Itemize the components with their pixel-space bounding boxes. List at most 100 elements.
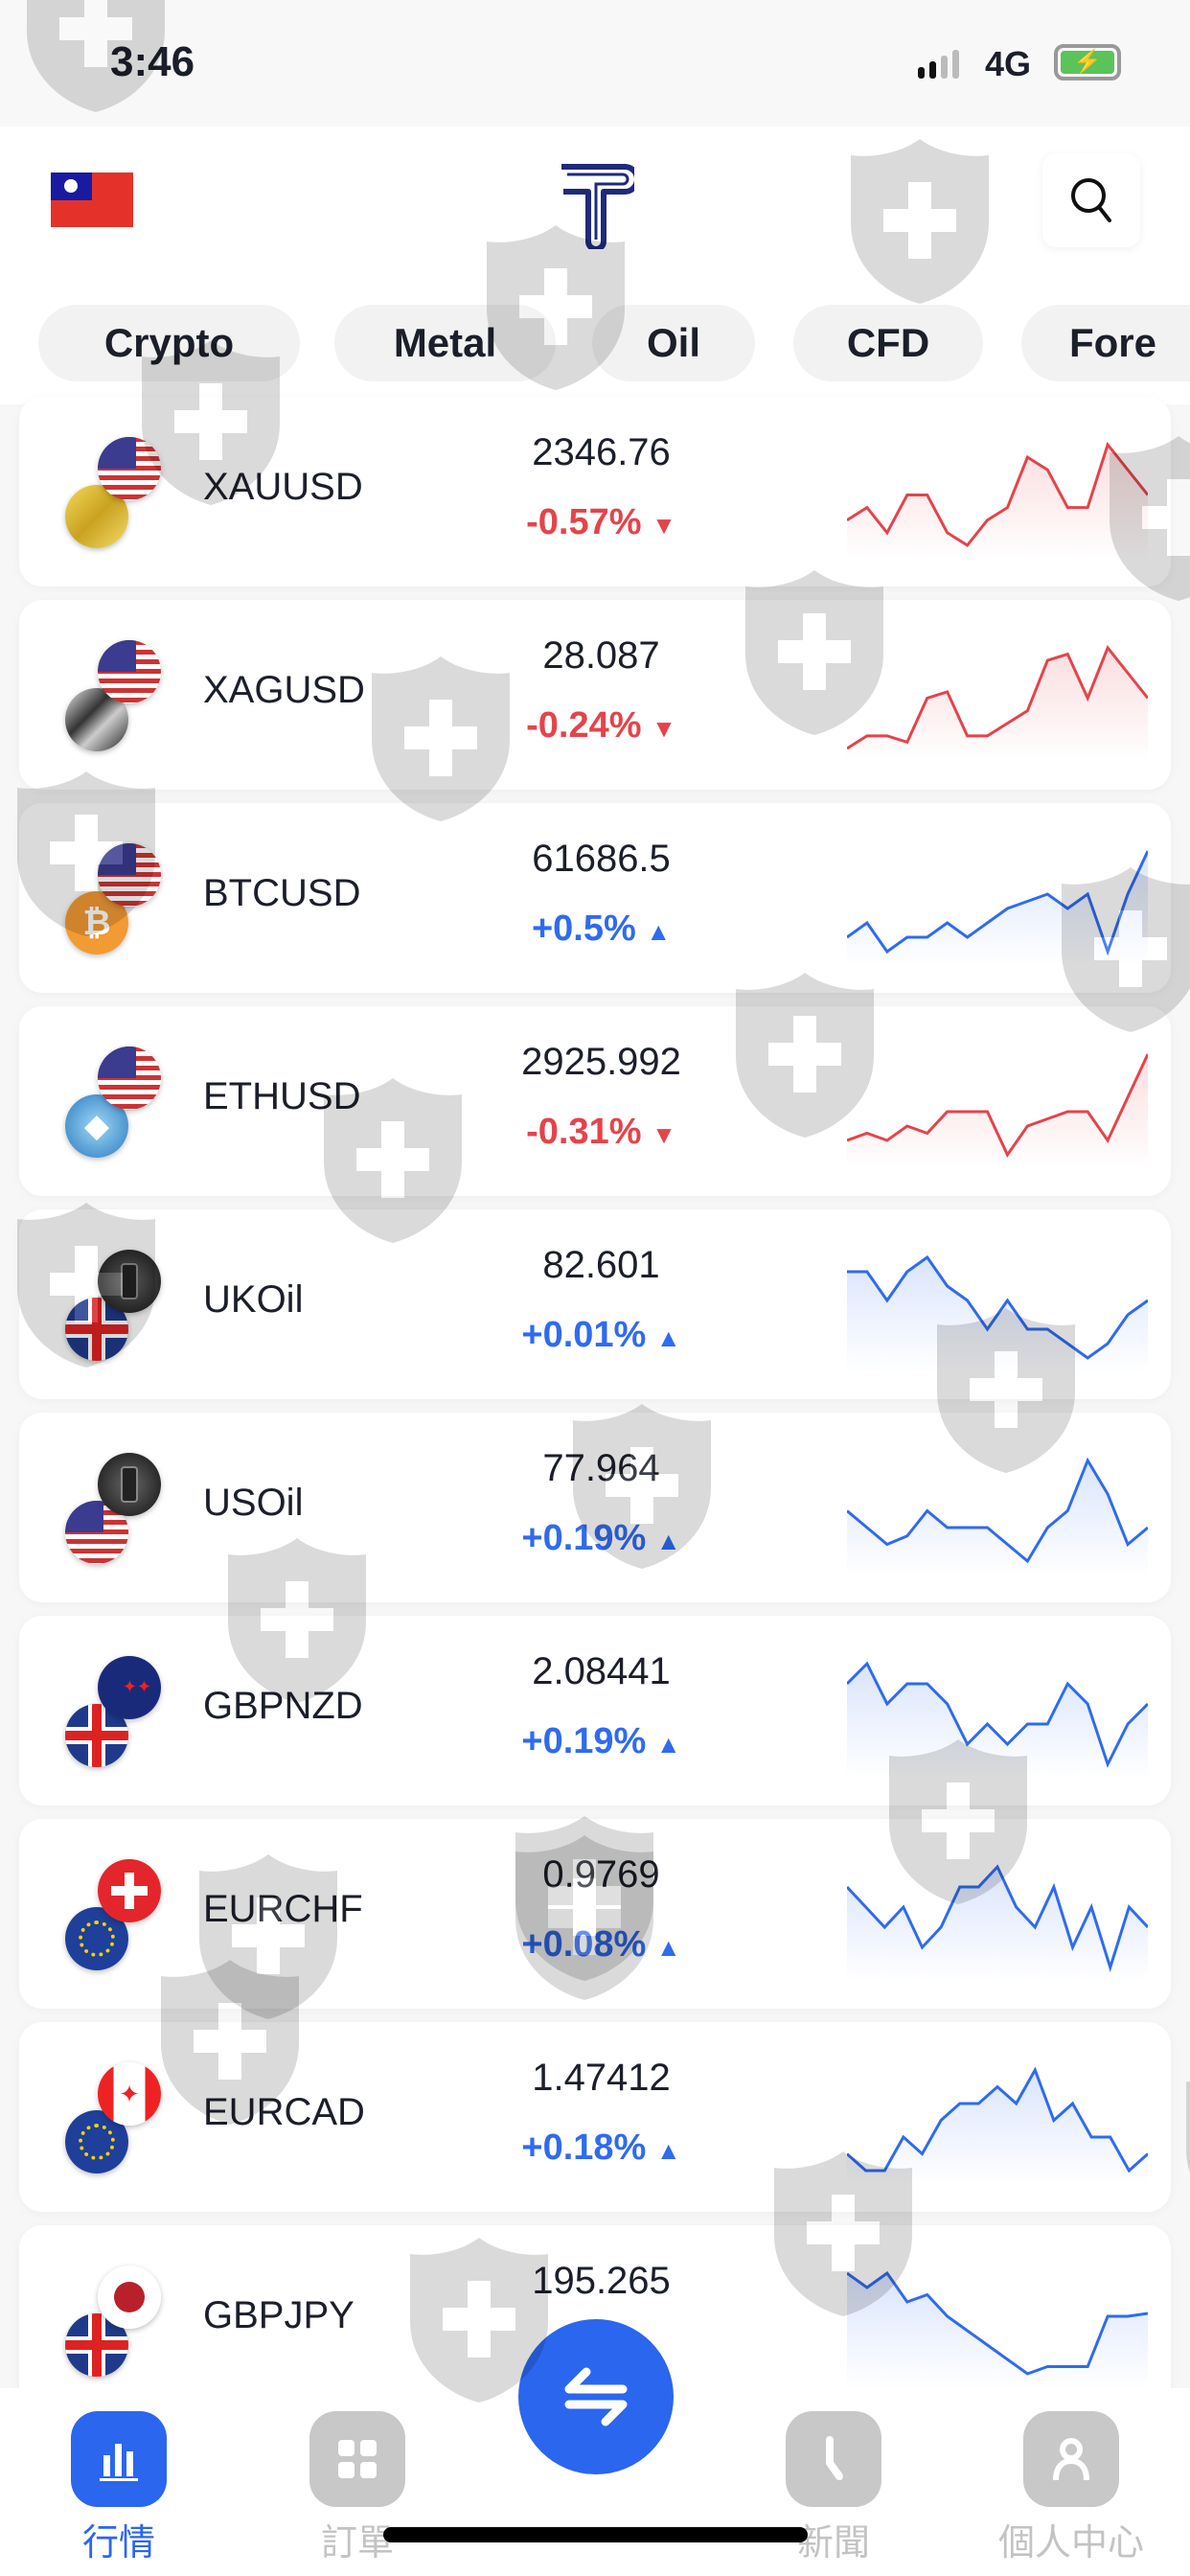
us-flag-icon (98, 640, 161, 703)
uk-flag-icon (65, 1298, 128, 1361)
nav-market-label[interactable]: 行情 (81, 2523, 155, 2564)
change-value: +0.08% (521, 1924, 647, 1965)
oil-barrel-icon (98, 1250, 161, 1313)
change-percent: -0.24% ▼ (469, 705, 733, 747)
change-percent: -0.31% ▼ (469, 1112, 733, 1153)
sparkline-chart (847, 2066, 1148, 2185)
quote-row[interactable]: ₿ BTCUSD 61686.5 +0.5% ▲ (19, 803, 1171, 993)
chart-bar-icon (100, 2444, 138, 2481)
arrow-down-icon: ▼ (652, 714, 676, 743)
quote-row[interactable]: USOil 77.964 +0.19% ▲ (19, 1413, 1171, 1602)
symbol: EURCAD (203, 2091, 365, 2133)
quote-row[interactable]: ✦✦ GBPNZD 2.08441 +0.19% ▲ (19, 1616, 1171, 1806)
sparkline-chart (847, 1053, 1148, 1169)
network-type: 4G (985, 44, 1032, 83)
arrow-up-icon: ▲ (646, 917, 672, 946)
symbol: XAUUSD (203, 466, 363, 508)
trade-fab-button[interactable] (518, 2319, 674, 2474)
nav-market-button[interactable] (71, 2411, 167, 2507)
search-icon (1071, 178, 1111, 222)
sparkline-chart (847, 441, 1148, 560)
arrow-up-icon: ▲ (655, 1730, 681, 1759)
sparkline-chart (847, 1457, 1148, 1576)
change-percent: +0.18% ▲ (469, 2128, 733, 2169)
tab-metal[interactable]: Metal (334, 305, 556, 381)
nav-news-label[interactable]: 新聞 (796, 2523, 870, 2564)
user-icon (1053, 2438, 1089, 2481)
arrow-up-icon: ▲ (655, 1323, 681, 1352)
change-percent: +0.01% ▲ (469, 1315, 733, 1356)
sparkline-line (847, 1661, 1148, 1768)
sparkline-chart (847, 850, 1148, 966)
quote-row[interactable]: ✦ EURCAD 1.47412 +0.18% ▲ (19, 2022, 1171, 2212)
grid-icon (338, 2440, 377, 2478)
tab-forex[interactable]: Fore (1021, 305, 1190, 381)
symbol: BTCUSD (203, 872, 361, 914)
sparkline-area (847, 1460, 1148, 1576)
change-value: -0.31% (526, 1112, 642, 1152)
sparkline-area (847, 2273, 1148, 2388)
symbol: GBPJPY (203, 2294, 355, 2336)
nav-news-button[interactable] (786, 2411, 881, 2507)
quote-row[interactable]: UKOil 82.601 +0.01% ▲ (19, 1209, 1171, 1399)
price: 82.601 (542, 1244, 660, 1286)
sparkline-area (847, 445, 1148, 560)
canada-flag-icon: ✦ (98, 2062, 161, 2126)
watermark-shield-icon (1186, 2082, 1190, 2173)
change-value: +0.19% (521, 1721, 647, 1761)
nav-orders-button[interactable] (309, 2411, 405, 2507)
sparkline-line (847, 1864, 1148, 1973)
sparkline-area (847, 1664, 1148, 1779)
symbol: GBPNZD (203, 1685, 363, 1727)
change-value: -0.24% (526, 705, 642, 746)
symbol: UKOil (203, 1278, 304, 1321)
us-flag-icon (98, 843, 161, 907)
change-percent: -0.57% ▼ (469, 502, 733, 543)
sparkline-area (847, 1054, 1148, 1169)
sparkline-area (847, 1867, 1148, 1982)
nav-profile-label[interactable]: 個人中心 (997, 2523, 1144, 2564)
sparkline-area (847, 2070, 1148, 2185)
quote-row[interactable]: XAGUSD 28.087 -0.24% ▼ (19, 600, 1171, 790)
arrow-up-icon: ▲ (655, 1527, 681, 1555)
tab-crypto[interactable]: Crypto (38, 305, 300, 381)
quote-row[interactable]: XAUUSD 2346.76 -0.57% ▼ (19, 397, 1171, 586)
sparkline-chart (847, 1864, 1148, 1982)
change-value: -0.57% (526, 502, 642, 542)
tab-oil[interactable]: Oil (592, 305, 755, 381)
price: 61686.5 (532, 838, 671, 880)
oil-barrel-icon (98, 1453, 161, 1516)
swap-arrows-icon (564, 2367, 628, 2426)
nav-profile-button[interactable] (1023, 2411, 1119, 2507)
price: 2346.76 (532, 431, 671, 473)
sparkline-chart (847, 1661, 1148, 1779)
search-button[interactable] (1042, 153, 1140, 247)
change-value: +0.5% (531, 908, 636, 949)
us-flag-icon (98, 1046, 161, 1110)
signal-icon (918, 50, 959, 79)
new-zealand-flag-icon: ✦✦ (98, 1656, 161, 1719)
status-time: 3:46 (110, 38, 195, 85)
arrow-up-icon: ▲ (655, 2136, 681, 2165)
category-tabs: Crypto Metal Oil CFD Fore (0, 305, 1190, 383)
arrow-down-icon: ▼ (652, 511, 676, 540)
arrow-up-icon: ▲ (655, 1933, 681, 1962)
language-flag-taiwan-icon[interactable] (51, 172, 133, 227)
quote-row[interactable]: ◆ ETHUSD 2925.992 -0.31% ▼ (19, 1006, 1171, 1196)
quote-row[interactable]: EURCHF 0.9769 +0.08% ▲ (19, 1819, 1171, 2009)
symbol: USOil (203, 1482, 304, 1524)
sparkline-line (847, 1254, 1148, 1360)
clock-icon (826, 2436, 843, 2480)
tab-cfd[interactable]: CFD (793, 305, 983, 381)
sparkline-line (847, 2270, 1148, 2376)
price: 2925.992 (521, 1041, 681, 1083)
status-bar: 3:46 4G ⚡ (0, 0, 1190, 126)
sparkline-chart (847, 1254, 1148, 1372)
nav-orders-label[interactable]: 訂單 (320, 2523, 394, 2564)
sparkline-line (847, 1053, 1148, 1158)
sparkline-line (847, 441, 1148, 547)
price: 2.08441 (532, 1650, 671, 1692)
sparkline-line (847, 645, 1148, 750)
change-value: +0.19% (521, 1518, 647, 1558)
change-value: +0.18% (521, 2128, 647, 2168)
